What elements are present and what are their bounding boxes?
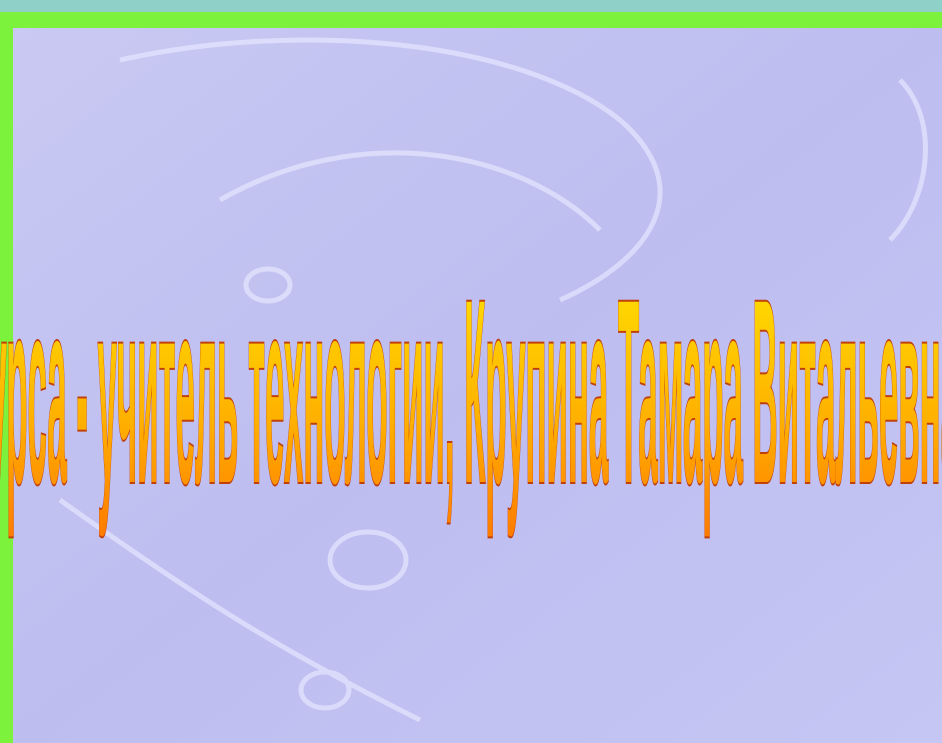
background-texture bbox=[58, 37, 928, 723]
caption: курса - учитель технологии, Крупина Тама… bbox=[0, 245, 942, 539]
top-strip bbox=[0, 0, 942, 12]
background bbox=[13, 28, 942, 743]
top-border bbox=[0, 12, 942, 28]
